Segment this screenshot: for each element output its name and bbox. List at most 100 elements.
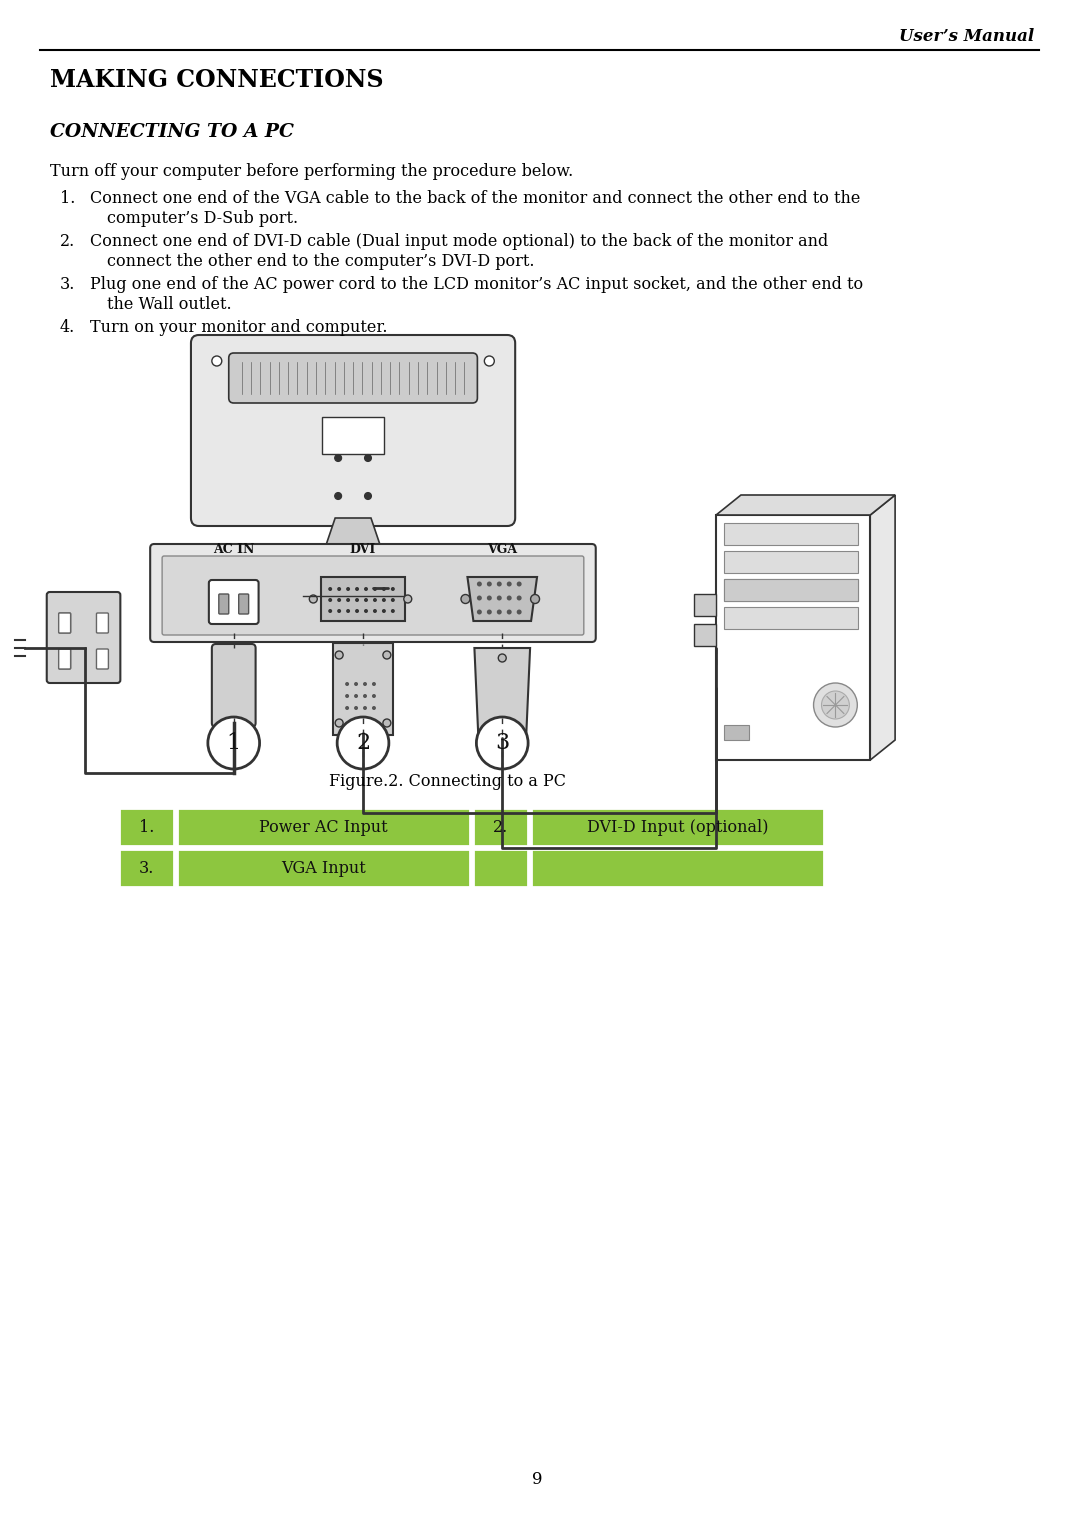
FancyBboxPatch shape <box>46 591 120 683</box>
Text: VGA Input: VGA Input <box>282 859 366 877</box>
Bar <box>724 552 859 573</box>
Circle shape <box>476 717 528 769</box>
Circle shape <box>382 610 386 613</box>
Text: 4.: 4. <box>59 319 75 336</box>
Circle shape <box>507 582 512 587</box>
Circle shape <box>391 610 395 613</box>
Circle shape <box>346 610 350 613</box>
Circle shape <box>487 582 491 587</box>
Circle shape <box>337 717 389 769</box>
Circle shape <box>391 587 395 591</box>
Circle shape <box>346 681 349 686</box>
FancyBboxPatch shape <box>58 613 70 633</box>
Circle shape <box>337 597 341 602</box>
Text: 2: 2 <box>356 732 370 753</box>
Circle shape <box>813 683 858 727</box>
Circle shape <box>516 596 522 601</box>
Circle shape <box>487 596 491 601</box>
Circle shape <box>383 720 391 727</box>
FancyBboxPatch shape <box>177 850 471 886</box>
Text: User’s Manual: User’s Manual <box>899 28 1035 44</box>
Text: 2.: 2. <box>59 232 75 251</box>
Circle shape <box>372 694 376 698</box>
FancyBboxPatch shape <box>120 808 174 847</box>
Bar <box>724 579 859 601</box>
Circle shape <box>516 582 522 587</box>
Bar <box>724 523 859 545</box>
Circle shape <box>507 596 512 601</box>
Circle shape <box>354 706 359 711</box>
Circle shape <box>355 587 359 591</box>
FancyBboxPatch shape <box>58 649 70 669</box>
Circle shape <box>530 594 540 604</box>
Circle shape <box>328 597 333 602</box>
Circle shape <box>498 726 507 733</box>
Polygon shape <box>716 495 895 515</box>
Bar <box>724 607 859 630</box>
FancyBboxPatch shape <box>229 353 477 403</box>
Text: MAKING CONNECTIONS: MAKING CONNECTIONS <box>50 69 383 92</box>
Text: DVI: DVI <box>350 542 376 556</box>
FancyBboxPatch shape <box>96 649 108 669</box>
FancyBboxPatch shape <box>58 613 70 633</box>
Circle shape <box>404 594 411 604</box>
Circle shape <box>335 492 341 500</box>
Circle shape <box>365 454 372 461</box>
Circle shape <box>484 356 495 367</box>
Circle shape <box>383 651 391 659</box>
Bar <box>724 579 859 601</box>
FancyBboxPatch shape <box>473 808 528 847</box>
Text: 3: 3 <box>495 732 510 753</box>
FancyBboxPatch shape <box>219 594 229 614</box>
Circle shape <box>212 356 221 367</box>
Text: Figure.2. Connecting to a PC: Figure.2. Connecting to a PC <box>329 773 566 790</box>
Circle shape <box>487 610 491 614</box>
Ellipse shape <box>298 575 408 602</box>
Circle shape <box>365 492 372 500</box>
Circle shape <box>373 610 377 613</box>
Circle shape <box>346 706 349 711</box>
Circle shape <box>335 651 343 659</box>
Circle shape <box>309 594 318 604</box>
Circle shape <box>461 594 470 604</box>
FancyBboxPatch shape <box>531 808 824 847</box>
FancyBboxPatch shape <box>96 613 108 633</box>
Circle shape <box>497 596 502 601</box>
Text: Connect one end of DVI-D cable (Dual input mode optional) to the back of the mon: Connect one end of DVI-D cable (Dual inp… <box>90 232 827 251</box>
Text: computer’s D-Sub port.: computer’s D-Sub port. <box>107 209 298 228</box>
Polygon shape <box>468 578 537 620</box>
Circle shape <box>364 597 368 602</box>
Circle shape <box>346 597 350 602</box>
Text: 3.: 3. <box>139 859 154 877</box>
FancyBboxPatch shape <box>694 623 716 646</box>
FancyBboxPatch shape <box>321 578 405 620</box>
Bar <box>724 724 748 740</box>
Polygon shape <box>319 518 388 568</box>
Circle shape <box>346 587 350 591</box>
Text: 1.: 1. <box>139 819 154 836</box>
Circle shape <box>382 597 386 602</box>
Circle shape <box>391 597 395 602</box>
Circle shape <box>497 610 502 614</box>
Text: 1.: 1. <box>59 189 75 206</box>
Circle shape <box>373 587 377 591</box>
Circle shape <box>335 454 341 461</box>
FancyBboxPatch shape <box>716 515 870 759</box>
FancyBboxPatch shape <box>120 850 174 886</box>
Circle shape <box>477 596 482 601</box>
FancyBboxPatch shape <box>150 544 596 642</box>
Text: CONNECTING TO A PC: CONNECTING TO A PC <box>50 122 294 141</box>
Circle shape <box>355 597 359 602</box>
Circle shape <box>516 610 522 614</box>
Circle shape <box>328 610 333 613</box>
Text: Turn on your monitor and computer.: Turn on your monitor and computer. <box>90 319 387 336</box>
Circle shape <box>372 706 376 711</box>
Circle shape <box>507 610 512 614</box>
Text: Connect one end of the VGA cable to the back of the monitor and connect the othe: Connect one end of the VGA cable to the … <box>90 189 860 206</box>
Polygon shape <box>870 495 895 759</box>
FancyBboxPatch shape <box>208 581 258 623</box>
Circle shape <box>337 610 341 613</box>
Circle shape <box>477 610 482 614</box>
FancyBboxPatch shape <box>531 850 824 886</box>
Text: AC IN: AC IN <box>213 542 255 556</box>
